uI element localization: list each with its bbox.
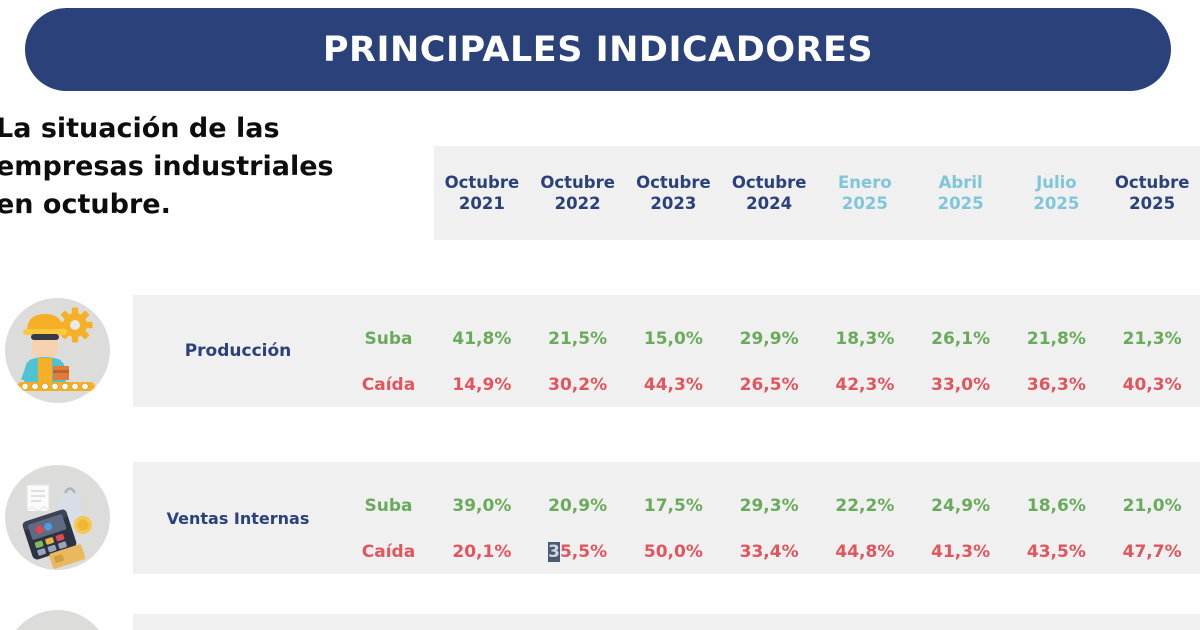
value-cell: 20,1% — [452, 542, 512, 562]
intro-line-2: empresas industriales — [0, 151, 334, 182]
series-values-caida: 20,1% 35,5% 50,0% 33,4% 44,8% 41,3% 43,5% 47,7% — [434, 542, 1200, 562]
value-cell: 29,3% — [739, 496, 799, 516]
column-header-year: 2022 — [554, 194, 601, 213]
series-values-caida: 14,9% 30,2% 44,3% 26,5% 42,3% 33,0% 36,3% 40,3% — [434, 375, 1200, 395]
series-label-suba: Suba — [364, 329, 413, 349]
value-cell: 33,0% — [931, 375, 991, 395]
series-caida-produccion: Caída 14,9% 30,2% 44,3% 26,5% 42,3% 33,0% 36,3… — [343, 357, 1200, 413]
factory-worker-icon — [5, 298, 110, 403]
value-cell: 50,0% — [643, 542, 703, 562]
value-cell: 44,8% — [835, 542, 895, 562]
value-cell: 18,3% — [835, 329, 895, 349]
column-header-month: Octubre — [1114, 173, 1190, 192]
column-header-year: 2024 — [746, 194, 793, 213]
value-cell: 30,2% — [548, 375, 608, 395]
value-cell: 21,3% — [1122, 329, 1182, 349]
value-cell: 18,6% — [1026, 496, 1086, 516]
value-cell: 43,5% — [1026, 542, 1086, 562]
column-header-year: 2021 — [458, 194, 505, 213]
indicator-row-ventas-internas: Ventas Internas Suba 39,0% 20,9% 17,5% 29,3… — [0, 462, 1200, 574]
column-header-month: Octubre — [731, 173, 807, 192]
value-cell: 14,9% — [452, 375, 512, 395]
value-cell: 39,0% — [452, 496, 512, 516]
value-cell: 22,2% — [835, 496, 895, 516]
column-header-month: Octubre — [636, 173, 711, 192]
value-cell: 29,9% — [739, 329, 799, 349]
value-cell: 35,5% — [548, 542, 608, 562]
series-label-caida: Caída — [361, 375, 416, 395]
value-cell: 41,8% — [452, 329, 512, 349]
value-cell: 17,5% — [643, 496, 703, 516]
column-header-year: 2025 — [841, 194, 888, 213]
value-cell: 41,3% — [931, 542, 991, 562]
header-banner-area: PRINCIPALES INDICADORES — [0, 0, 1200, 104]
intro-line-3: en octubre. — [0, 189, 171, 220]
page-title: PRINCIPALES INDICADORES — [322, 29, 874, 70]
column-header-1: Octubre 2021 — [434, 172, 530, 214]
series-label-caida: Caída — [361, 542, 416, 562]
value-cell: 21,5% — [548, 329, 608, 349]
selected-text: 3 — [548, 542, 560, 562]
series-suba-ventas-internas: Suba 39,0% 20,9% 17,5% 29,3% 22,2% 24,9% 18,6%… — [343, 478, 1200, 534]
value-cell: 33,4% — [739, 542, 799, 562]
column-header-8: Octubre 2025 — [1104, 172, 1200, 214]
column-header-3: Octubre 2023 — [626, 172, 722, 214]
row-panel — [133, 295, 1200, 407]
value-cell: 24,9% — [931, 496, 991, 516]
value-cell: 26,1% — [931, 329, 991, 349]
column-header-year: 2025 — [1033, 194, 1080, 213]
series-values-suba: 41,8% 21,5% 15,0% 29,9% 18,3% 26,1% 21,8% 21,3% — [434, 329, 1200, 349]
value-cell: 20,9% — [548, 496, 608, 516]
series-label-suba: Suba — [364, 496, 413, 516]
indicator-row-produccion: Producción Suba 41,8% 21,5% 15,0% 29,9% 18,3… — [0, 295, 1200, 407]
intro-text: La situación de las empresas industriale… — [0, 110, 416, 224]
column-header-4: Octubre 2024 — [721, 172, 817, 214]
column-header-month: Abril — [938, 173, 983, 192]
value-cell: 21,8% — [1026, 329, 1086, 349]
column-header-5: Enero 2025 — [817, 172, 913, 214]
column-header-year: 2025 — [1129, 194, 1176, 213]
column-header-year: 2025 — [937, 194, 984, 213]
series-caida-ventas-internas: Caída 20,1% 35,5% 50,0% 33,4% 44,8% 41,3% 43,5… — [343, 524, 1200, 580]
column-header-2: Octubre 2022 — [530, 172, 626, 214]
table-header-band — [434, 146, 1200, 240]
column-header-month: Julio — [1036, 173, 1077, 192]
indicator-row-partial — [0, 604, 1200, 630]
value-cell: 15,0% — [643, 329, 703, 349]
column-header-month: Octubre — [444, 173, 520, 192]
value-cell: 42,3% — [835, 375, 895, 395]
intro-line-1: La situación de las — [0, 113, 280, 144]
row-panel — [133, 614, 1200, 630]
table-column-headers: Octubre 2021 Octubre 2022 Octubre 2023 Octubre… — [434, 146, 1200, 240]
value-cell: 47,7% — [1122, 542, 1182, 562]
partial-indicator-icon — [5, 610, 110, 630]
column-header-6: Abril 2025 — [913, 172, 1009, 214]
header-banner: PRINCIPALES INDICADORES — [25, 8, 1171, 91]
row-label-ventas-internas: Ventas Internas — [166, 508, 310, 528]
series-suba-produccion: Suba 41,8% 21,5% 15,0% 29,9% 18,3% 26,1% 21,8%… — [343, 311, 1200, 367]
column-header-month: Enero — [838, 173, 892, 192]
pos-terminal-icon — [5, 465, 110, 570]
value-cell: 26,5% — [739, 375, 799, 395]
value-cell: 44,3% — [643, 375, 703, 395]
row-label-produccion: Producción — [184, 341, 292, 361]
column-header-7: Julio 2025 — [1009, 172, 1105, 214]
value-cell: 21,0% — [1122, 496, 1182, 516]
value-cell: 36,3% — [1026, 375, 1086, 395]
column-header-month: Octubre — [540, 173, 615, 192]
value-cell: 40,3% — [1122, 375, 1182, 395]
series-values-suba: 39,0% 20,9% 17,5% 29,3% 22,2% 24,9% 18,6% 21,0% — [434, 496, 1200, 516]
row-panel — [133, 462, 1200, 574]
column-header-year: 2023 — [650, 194, 697, 213]
